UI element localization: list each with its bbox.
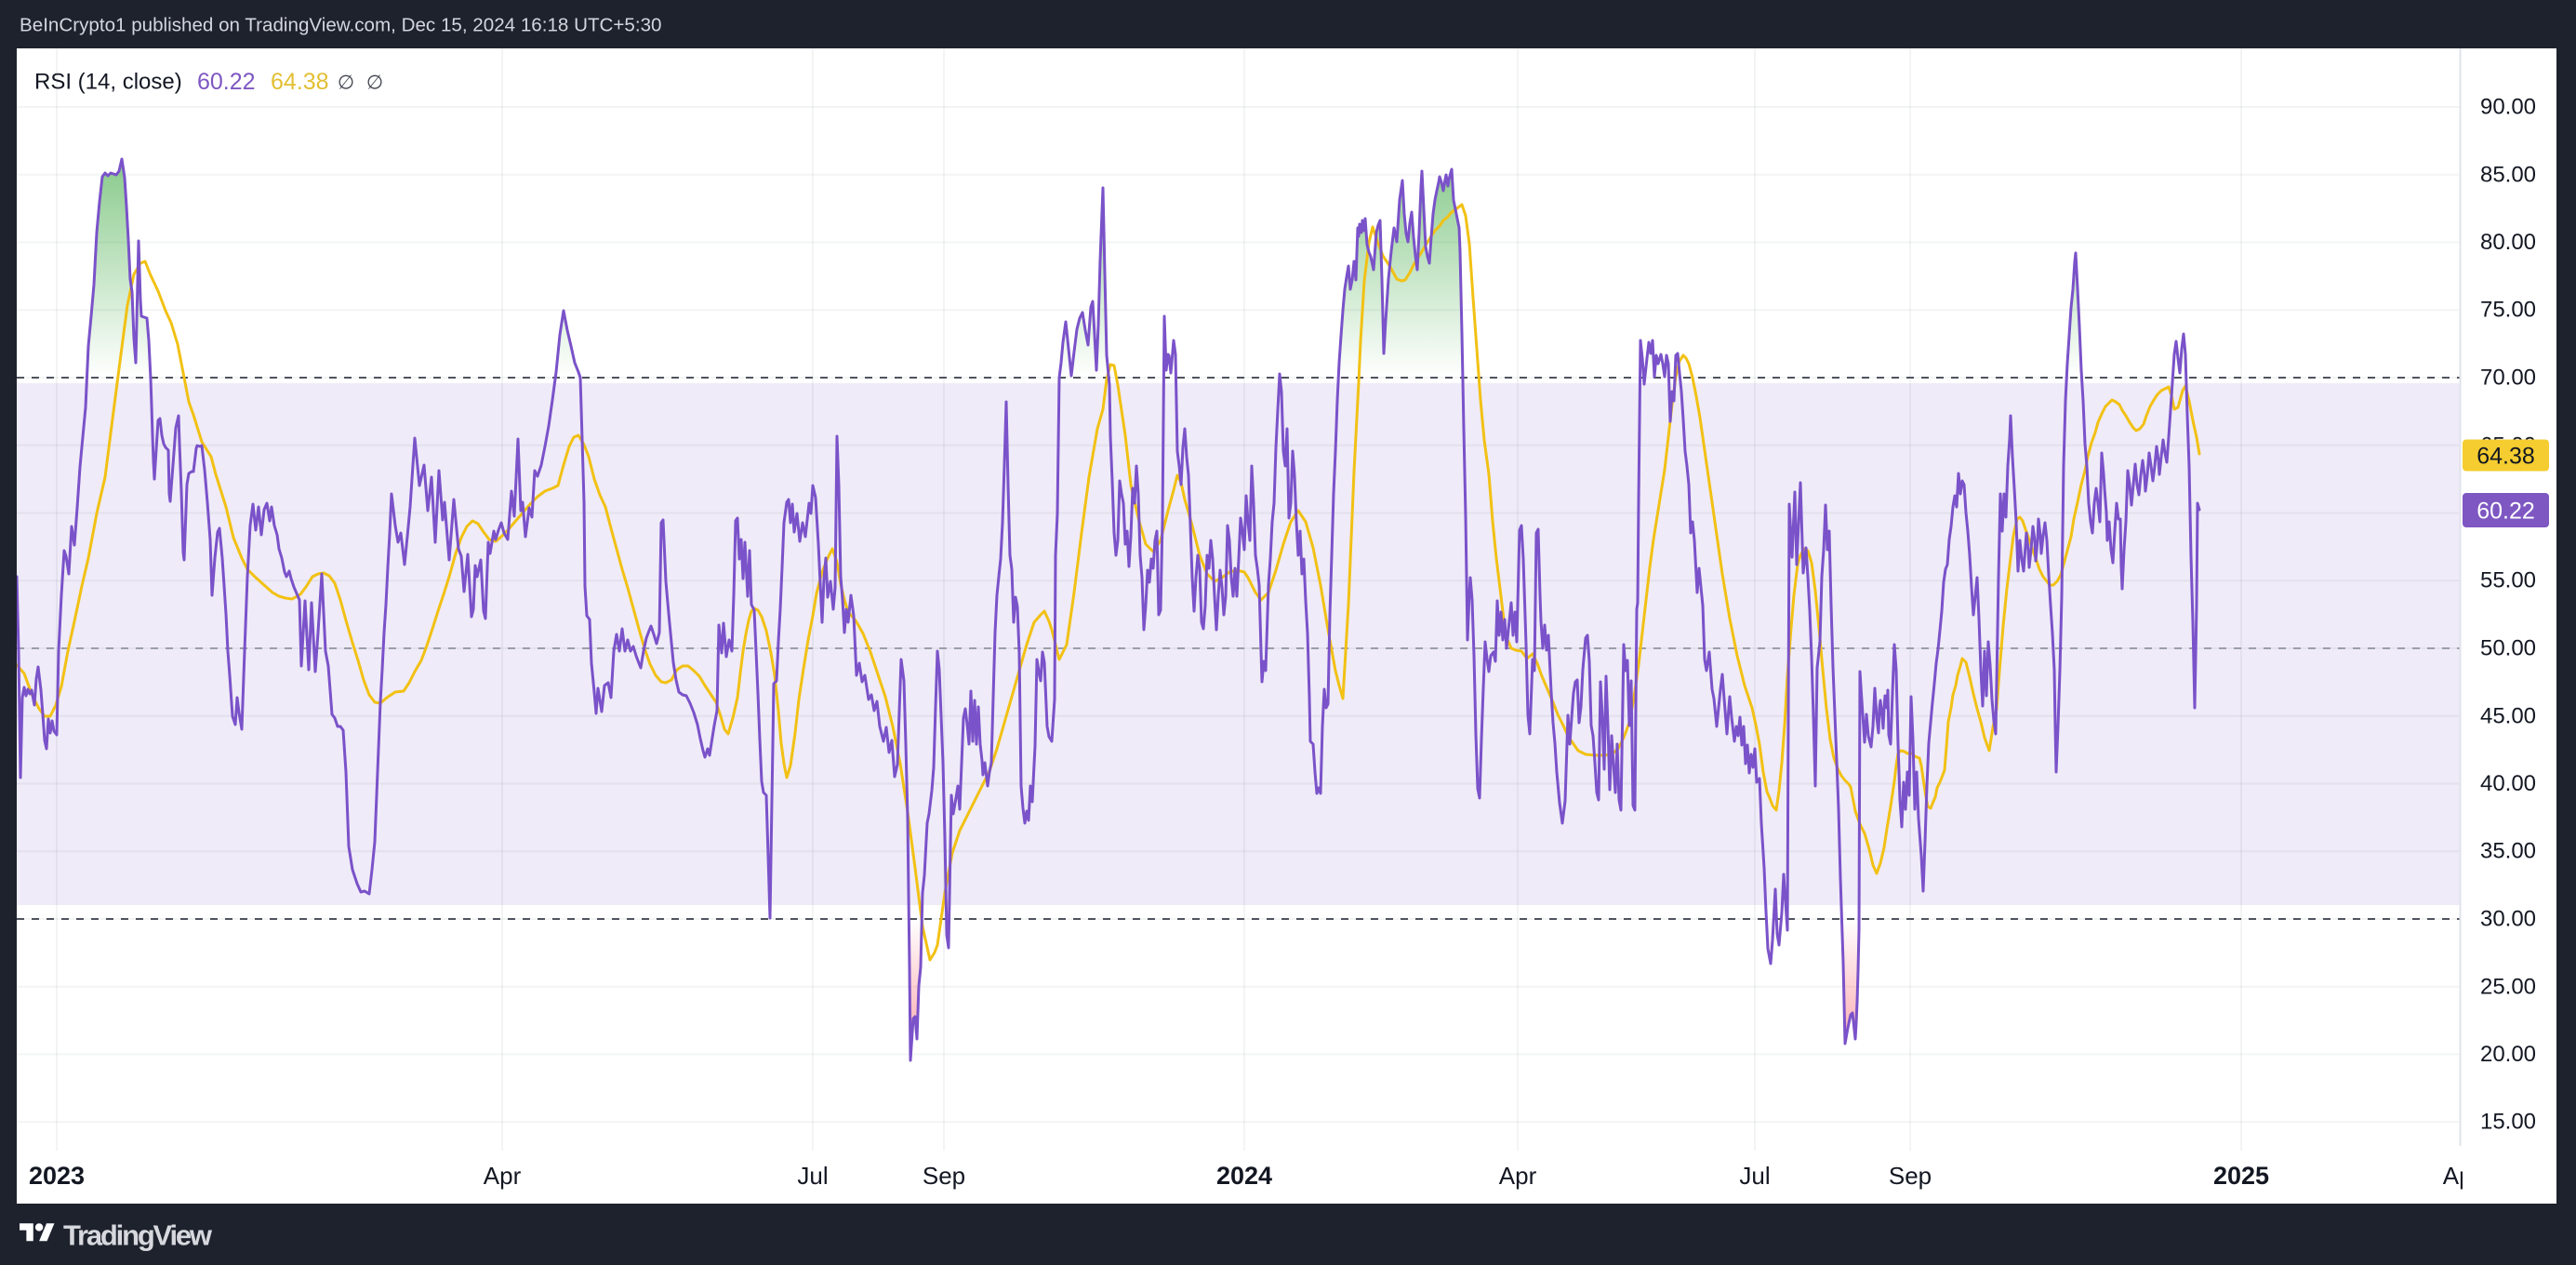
svg-text:90.00: 90.00 [2480, 95, 2536, 120]
svg-text:Apr: Apr [2443, 1162, 2481, 1190]
svg-text:60.22: 60.22 [197, 69, 256, 95]
svg-text:2023: 2023 [29, 1162, 85, 1190]
svg-text:TradingView: TradingView [63, 1219, 213, 1252]
svg-text:64.38: 64.38 [2476, 444, 2535, 470]
svg-text:∅: ∅ [366, 73, 383, 94]
svg-text:15.00: 15.00 [2480, 1110, 2536, 1135]
svg-text:25.00: 25.00 [2480, 974, 2536, 999]
svg-text:BeInCrypto1 published on Tradi: BeInCrypto1 published on TradingView.com… [20, 15, 662, 36]
svg-text:Jul: Jul [1739, 1162, 1770, 1190]
svg-text:50.00: 50.00 [2480, 636, 2536, 661]
svg-text:60.22: 60.22 [2476, 499, 2535, 525]
svg-text:64.38: 64.38 [271, 69, 329, 95]
svg-text:Jul: Jul [797, 1162, 828, 1190]
svg-text:75.00: 75.00 [2480, 298, 2536, 323]
svg-text:40.00: 40.00 [2480, 771, 2536, 796]
svg-text:85.00: 85.00 [2480, 162, 2536, 187]
svg-text:Sep: Sep [923, 1162, 965, 1190]
svg-text:RSI (14, close): RSI (14, close) [34, 70, 182, 95]
svg-text:30.00: 30.00 [2480, 907, 2536, 932]
svg-text:Apr: Apr [484, 1162, 522, 1190]
svg-text:80.00: 80.00 [2480, 230, 2536, 255]
svg-text:Apr: Apr [1499, 1162, 1537, 1190]
svg-text:20.00: 20.00 [2480, 1042, 2536, 1067]
svg-text:45.00: 45.00 [2480, 703, 2536, 728]
svg-text:2024: 2024 [1216, 1162, 1272, 1190]
svg-text:70.00: 70.00 [2480, 366, 2536, 391]
svg-text:∅: ∅ [338, 73, 354, 94]
svg-text:55.00: 55.00 [2480, 568, 2536, 593]
svg-text:2025: 2025 [2213, 1162, 2269, 1190]
svg-text:Sep: Sep [1889, 1162, 1932, 1190]
svg-text:35.00: 35.00 [2480, 839, 2536, 864]
